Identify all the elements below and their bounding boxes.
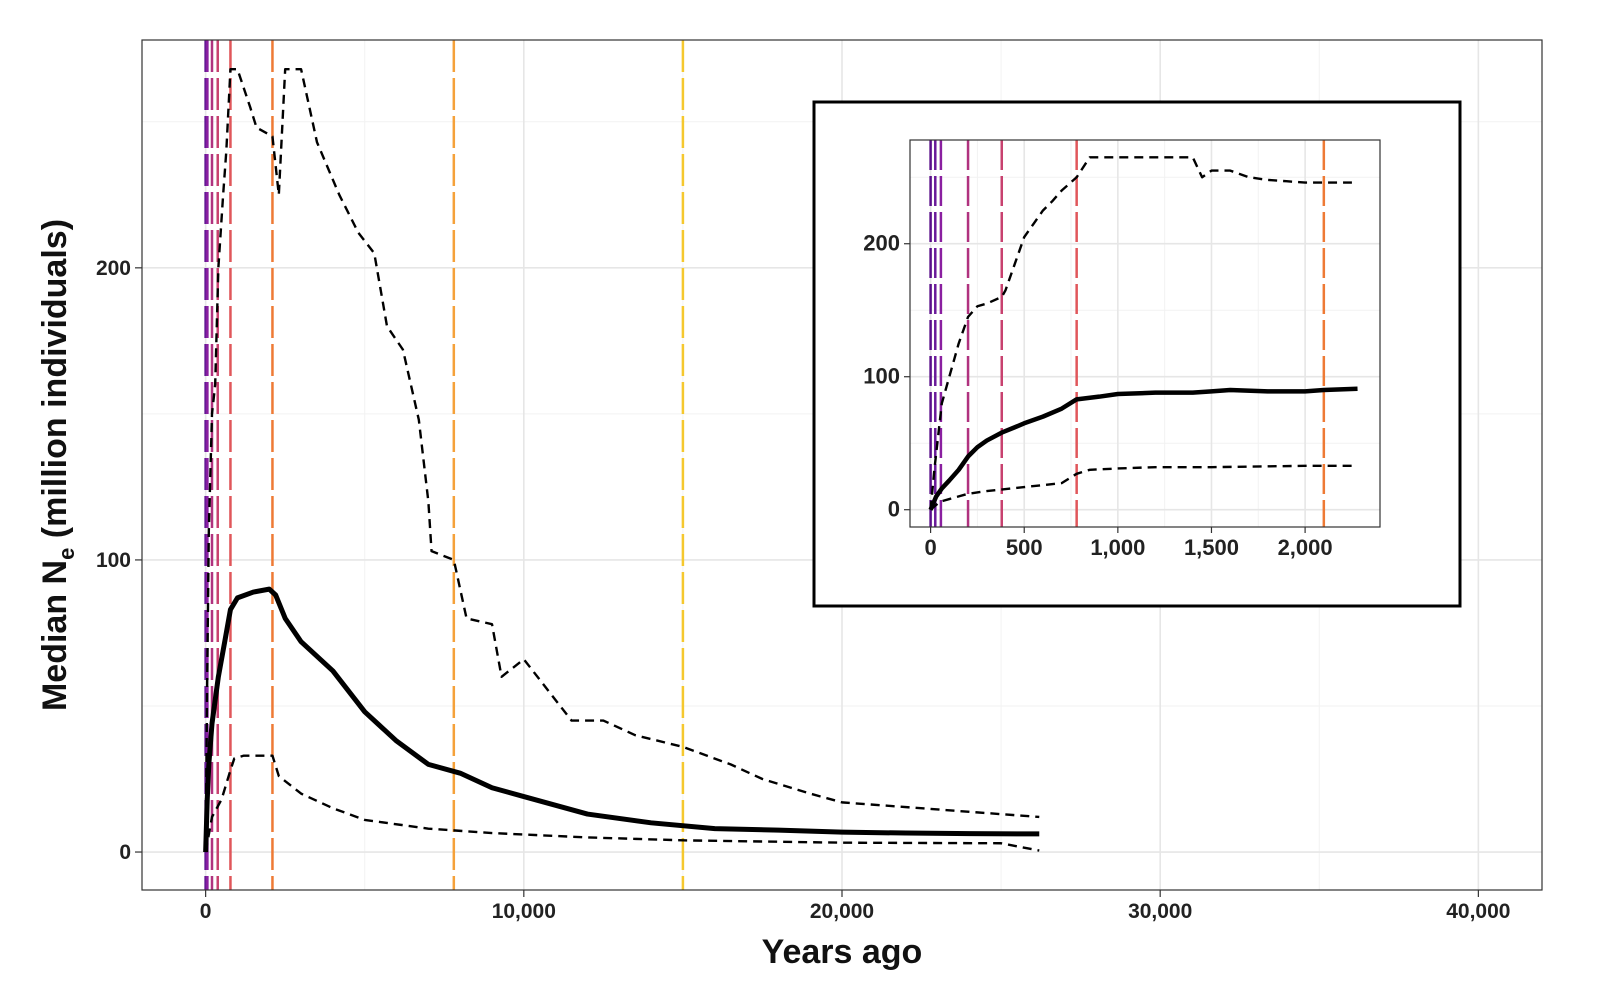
y-axis-title-tail: (million individuals) (36, 219, 74, 548)
inset-x-ticks: 0 500 1,000 1,500 2,000 (924, 527, 1333, 560)
inset-border (812, 100, 1462, 608)
x-tick-label-4: 40,000 (1446, 900, 1510, 923)
x-tick-label-0: 0 (200, 900, 212, 923)
x-tick-label-2: 1,000 (1090, 535, 1145, 560)
median-line (203, 586, 1040, 853)
y-tick-label-2: 200 (96, 257, 131, 280)
x-tick-label-2: 20,000 (810, 900, 874, 923)
y-tick-label-2: 200 (863, 231, 900, 256)
y-tick-label-1: 100 (863, 364, 900, 389)
x-axis-title: Years ago (762, 933, 923, 971)
y-tick-label-0: 0 (119, 841, 131, 864)
main-x-ticks: 0 10,000 20,000 30,000 40,000 (200, 890, 1510, 923)
y-axis-title: Median Ne (million individuals) (36, 219, 79, 711)
inset-panel: 0 500 1,000 1,500 2,000 0 100 200 (812, 100, 1462, 608)
inset-y-ticks: 0 100 200 (863, 231, 910, 522)
x-tick-label-3: 30,000 (1128, 900, 1192, 923)
inset-event-lines (929, 140, 1326, 527)
inset-series (928, 156, 1358, 511)
x-tick-label-4: 2,000 (1278, 535, 1333, 560)
interval-line-1 (929, 156, 1352, 510)
y-tick-label-1: 100 (96, 549, 131, 572)
main-series (203, 68, 1040, 853)
inset-plot-frame (909, 139, 1381, 528)
x-tick-label-1: 500 (1006, 535, 1043, 560)
x-tick-label-3: 1,500 (1184, 535, 1239, 560)
interval-line-2 (204, 754, 1040, 853)
y-axis-title-main: Median N (36, 560, 74, 711)
y-tick-label-0: 0 (888, 497, 900, 522)
median-line (928, 386, 1358, 511)
x-tick-label-1: 10,000 (492, 900, 556, 923)
y-axis-title-subscript: e (54, 548, 79, 560)
x-tick-label-0: 0 (924, 535, 936, 560)
main-y-ticks: 0 100 200 (96, 257, 142, 864)
